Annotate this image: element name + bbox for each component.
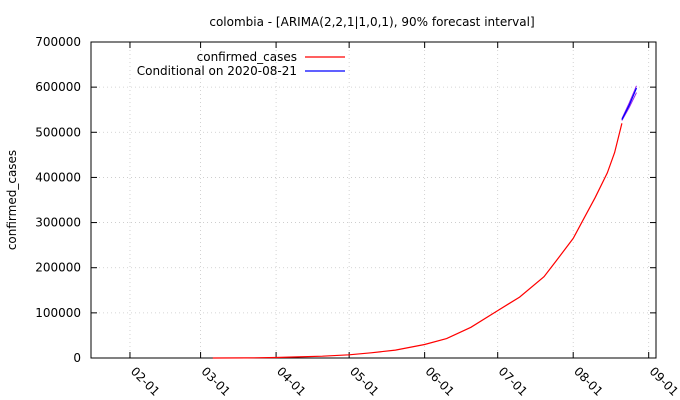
- plot-frame: [90, 41, 657, 359]
- x-tick-label: 07-01: [496, 364, 531, 399]
- series-line-0: [212, 123, 623, 359]
- grid: [91, 42, 656, 358]
- interval-lower-line: [621, 92, 637, 121]
- legend-label: Conditional on 2020-08-21: [137, 64, 297, 78]
- series-line-1: [621, 87, 638, 120]
- y-tick-label: 600000: [35, 80, 81, 94]
- y-tick-label: 100000: [35, 306, 81, 320]
- axes: [90, 41, 657, 359]
- interval-upper-line: [621, 85, 637, 119]
- x-tick-label: 02-01: [128, 364, 163, 399]
- x-tick-label: 05-01: [347, 364, 382, 399]
- x-tick-label: 08-01: [571, 364, 606, 399]
- x-tick-label: 06-01: [423, 364, 458, 399]
- y-tick-label: 300000: [35, 216, 81, 230]
- y-tick-label: 0: [73, 351, 81, 365]
- x-ticks: 02-01 03-01 04-01 05-01 06-01 07-01 08-01 09-01: [128, 42, 680, 399]
- x-tick-label: 04-01: [274, 364, 309, 399]
- y-axis-label: confirmed_cases: [5, 150, 19, 250]
- y-ticks: 0 100000 200000 300000 400000 500000 600000 700…: [35, 35, 656, 365]
- y-tick-label: 400000: [35, 170, 81, 184]
- y-tick-label: 700000: [35, 35, 81, 49]
- y-tick-label: 200000: [35, 261, 81, 275]
- y-tick-label: 500000: [35, 125, 81, 139]
- x-tick-label: 09-01: [647, 364, 680, 399]
- series-layer: [212, 85, 638, 359]
- x-tick-label: 03-01: [198, 364, 233, 399]
- legend-label: confirmed_cases: [197, 50, 297, 64]
- chart-title: colombia - [ARIMA(2,2,1|1,0,1), 90% fore…: [209, 15, 534, 29]
